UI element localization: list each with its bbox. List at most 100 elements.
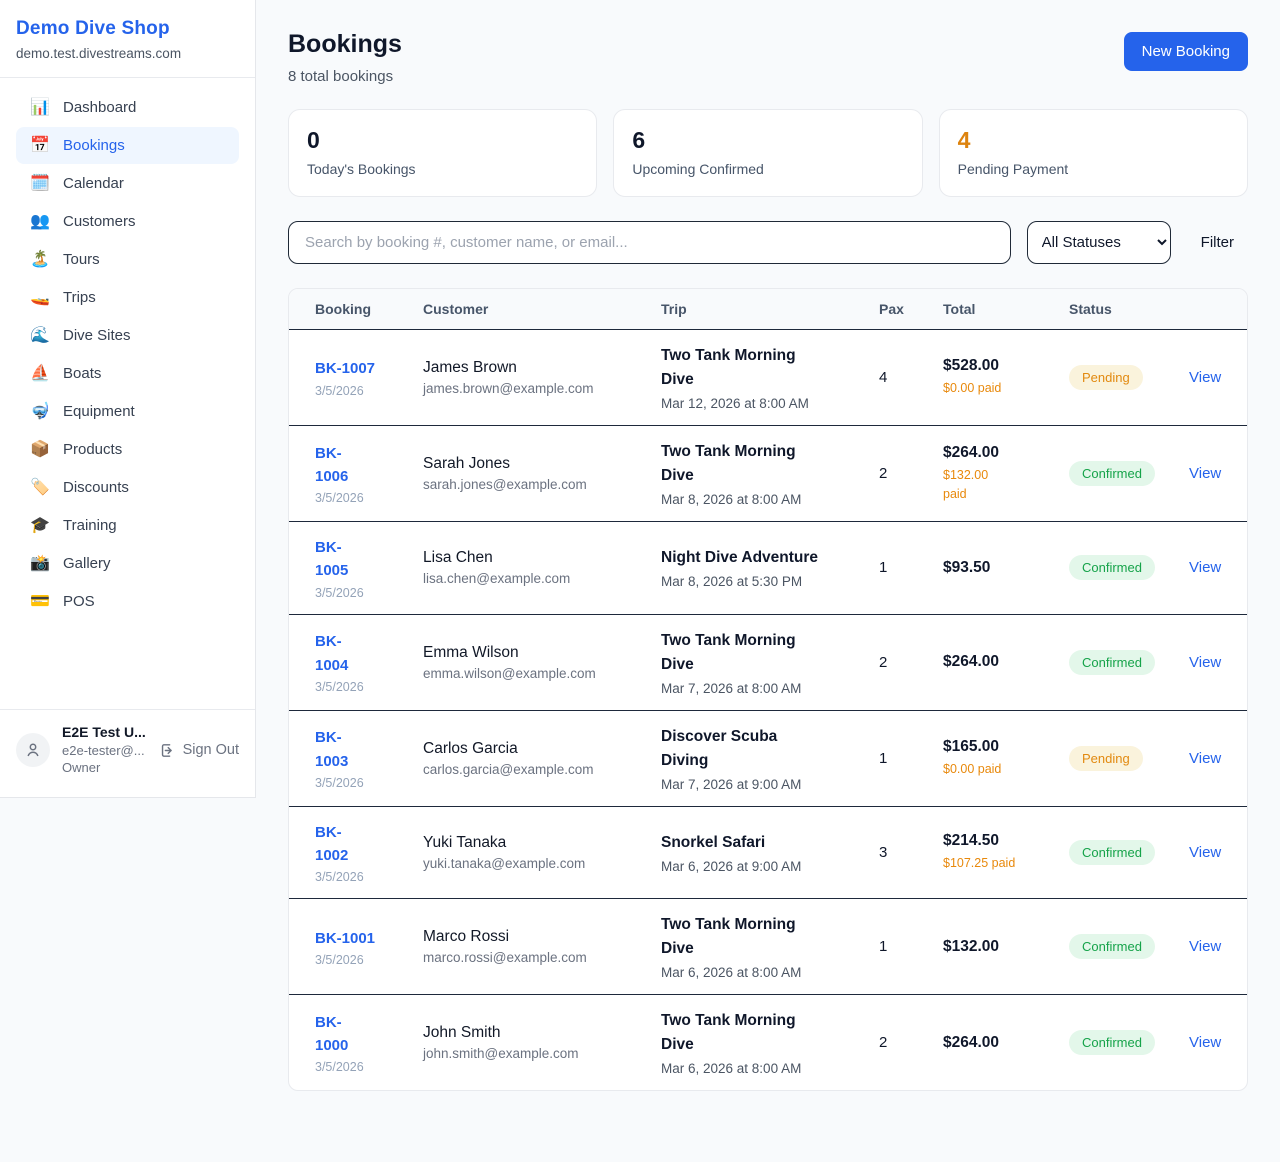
booking-date: 3/5/2026 — [315, 775, 364, 790]
booking-number-link[interactable]: BK- 1004 — [315, 633, 349, 674]
sidebar-item-discounts[interactable]: 🏷️ Discounts — [16, 469, 239, 506]
new-booking-button[interactable]: New Booking — [1123, 32, 1248, 71]
pax-count: 3 — [867, 805, 931, 899]
view-link[interactable]: View — [1189, 559, 1222, 577]
total-amount: $214.50 — [943, 832, 1000, 850]
avatar — [16, 733, 50, 768]
sign-out-button[interactable]: Sign Out — [159, 742, 239, 759]
view-link[interactable]: View — [1189, 653, 1222, 671]
stat-card-pending-payment: 4 Pending Payment — [938, 109, 1248, 197]
speedboat-icon: 🚤 — [30, 288, 50, 306]
sidebar-item-label: Discounts — [63, 479, 129, 496]
sidebar-item-boats[interactable]: ⛵ Boats — [16, 355, 239, 392]
booking-number-link[interactable]: BK- 1002 — [315, 823, 349, 864]
graduation-cap-icon: 🎓 — [30, 516, 50, 534]
col-actions — [1177, 289, 1247, 330]
status-badge: Confirmed — [1069, 461, 1155, 487]
col-total: Total — [931, 289, 1057, 330]
booking-date: 3/5/2026 — [315, 1060, 364, 1075]
search-input[interactable] — [288, 221, 1011, 264]
booking-number-link[interactable]: BK- 1006 — [315, 444, 349, 486]
sidebar-item-label: Tours — [63, 251, 100, 268]
sidebar-item-label: Calendar — [63, 175, 124, 192]
sidebar-item-gallery[interactable]: 📸 Gallery — [16, 545, 239, 582]
booking-number-link[interactable]: BK- 1000 — [315, 1013, 349, 1055]
total-amount: $165.00 — [943, 738, 1000, 756]
total-amount: $93.50 — [943, 558, 991, 576]
stat-label: Upcoming Confirmed — [632, 161, 764, 177]
booking-number-link[interactable]: BK- 1005 — [315, 539, 349, 580]
camera-icon: 📸 — [30, 554, 50, 572]
main-content: Bookings 8 total bookings New Booking 0 … — [256, 0, 1280, 1092]
trip-datetime: Mar 7, 2026 at 8:00 AM — [661, 680, 802, 696]
sidebar-item-label: Trips — [63, 289, 96, 306]
trip-name: Night Dive Adventure — [661, 549, 819, 567]
user-name: E2E Test U... — [62, 723, 146, 740]
sidebar-item-equipment[interactable]: 🤿 Equipment — [16, 393, 239, 430]
sidebar-nav: 📊 Dashboard 📅 Bookings 🗓️ Calendar 👥 Cus… — [0, 78, 255, 709]
user-email: e2e-tester@... — [62, 742, 145, 758]
view-link[interactable]: View — [1189, 843, 1222, 861]
table-row: BK-1001 3/5/2026 Marco Rossi marco.rossi… — [289, 898, 1247, 995]
customer-email: james.brown@example.com — [423, 381, 594, 397]
table-row: BK- 1002 3/5/2026 Yuki Tanaka yuki.tanak… — [289, 805, 1247, 899]
table-row: BK- 1000 3/5/2026 John Smith john.smith@… — [289, 994, 1247, 1091]
status-badge: Confirmed — [1069, 934, 1155, 960]
trip-name: Snorkel Safari — [661, 833, 766, 851]
bar-chart-icon: 📊 — [30, 98, 50, 116]
customer-email: john.smith@example.com — [423, 1046, 579, 1062]
total-amount: $132.00 — [943, 937, 1000, 955]
stat-label: Today's Bookings — [307, 161, 416, 177]
trip-name: Two Tank Morning Dive — [661, 631, 796, 673]
status-select[interactable]: All Statuses — [1026, 221, 1171, 264]
view-link[interactable]: View — [1189, 749, 1222, 767]
sidebar-item-products[interactable]: 📦 Products — [16, 431, 239, 468]
total-amount: $264.00 — [943, 1033, 1000, 1051]
sidebar-item-pos[interactable]: 💳 POS — [16, 583, 239, 620]
stat-card-upcoming-confirmed: 6 Upcoming Confirmed — [613, 109, 923, 197]
sidebar-item-calendar[interactable]: 🗓️ Calendar — [16, 165, 239, 202]
customer-name: Marco Rossi — [423, 928, 510, 946]
credit-card-icon: 💳 — [30, 592, 50, 610]
sidebar-item-dashboard[interactable]: 📊 Dashboard — [16, 89, 239, 126]
sidebar-item-bookings[interactable]: 📅 Bookings — [16, 127, 239, 164]
view-link[interactable]: View — [1189, 1034, 1222, 1052]
customer-name: Sarah Jones — [423, 455, 511, 473]
sidebar-item-tours[interactable]: 🏝️ Tours — [16, 241, 239, 278]
view-link[interactable]: View — [1189, 369, 1222, 387]
col-pax: Pax — [867, 289, 931, 330]
booking-number-link[interactable]: BK-1001 — [315, 929, 376, 947]
booking-date: 3/5/2026 — [315, 585, 364, 600]
pax-count: 1 — [867, 898, 931, 995]
pax-count: 2 — [867, 994, 931, 1091]
view-link[interactable]: View — [1189, 465, 1222, 483]
filter-button[interactable]: Filter — [1187, 228, 1248, 257]
sidebar-item-label: Training — [63, 517, 117, 534]
col-trip: Trip — [649, 289, 867, 330]
trip-datetime: Mar 8, 2026 at 8:00 AM — [661, 492, 802, 508]
sidebar-item-customers[interactable]: 👥 Customers — [16, 203, 239, 240]
customer-name: Lisa Chen — [423, 549, 493, 567]
sidebar-item-trips[interactable]: 🚤 Trips — [16, 279, 239, 316]
booking-date: 3/5/2026 — [315, 491, 364, 506]
sidebar-item-label: Gallery — [63, 555, 111, 572]
booking-date: 3/5/2026 — [315, 952, 364, 967]
sidebar-item-label: Boats — [63, 365, 102, 382]
sidebar-item-label: Equipment — [63, 403, 135, 420]
trip-name: Two Tank Morning Dive — [661, 1012, 796, 1054]
bookings-table: Booking Customer Trip Pax Total Status B… — [289, 289, 1247, 1091]
sidebar-item-training[interactable]: 🎓 Training — [16, 507, 239, 544]
booking-date: 3/5/2026 — [315, 383, 364, 398]
total-amount: $264.00 — [943, 444, 1000, 462]
view-link[interactable]: View — [1189, 938, 1222, 956]
spiral-calendar-icon: 🗓️ — [30, 174, 50, 192]
booking-number-link[interactable]: BK- 1003 — [315, 729, 349, 770]
bookings-table-card: Booking Customer Trip Pax Total Status B… — [288, 288, 1248, 1092]
booking-date: 3/5/2026 — [315, 679, 364, 694]
sign-out-label: Sign Out — [182, 742, 239, 759]
status-badge: Pending — [1069, 365, 1143, 391]
pax-count: 1 — [867, 709, 931, 807]
trip-datetime: Mar 12, 2026 at 8:00 AM — [661, 396, 809, 412]
booking-number-link[interactable]: BK-1007 — [315, 360, 376, 378]
sidebar-item-dive-sites[interactable]: 🌊 Dive Sites — [16, 317, 239, 354]
